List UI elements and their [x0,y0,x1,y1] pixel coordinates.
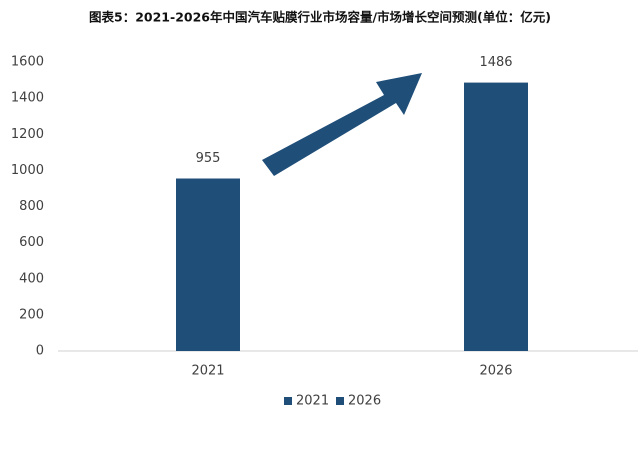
y-tick-label: 0 [36,344,44,359]
legend-swatch [336,397,344,405]
y-tick-label: 600 [19,235,44,250]
legend-label: 2026 [348,394,381,409]
y-tick-label: 400 [19,271,44,286]
bar [464,82,528,351]
y-tick-label: 1200 [11,127,44,142]
x-tick-label: 2026 [479,364,512,379]
data-label: 1486 [479,55,512,70]
bar [176,178,240,351]
y-tick-label: 1000 [11,163,44,178]
y-tick-label: 1600 [11,55,44,70]
y-tick-label: 1400 [11,91,44,106]
x-tick-label: 2021 [191,364,224,379]
y-tick-label: 800 [19,199,44,214]
legend-label: 2021 [296,394,329,409]
chart-title: 图表5：2021-2026年中国汽车贴膜行业市场容量/市场增长空间预测(单位：亿… [89,10,551,25]
growth-arrow [262,73,422,176]
y-tick-label: 200 [19,307,44,322]
legend-swatch [284,397,292,405]
data-label: 955 [196,151,221,166]
